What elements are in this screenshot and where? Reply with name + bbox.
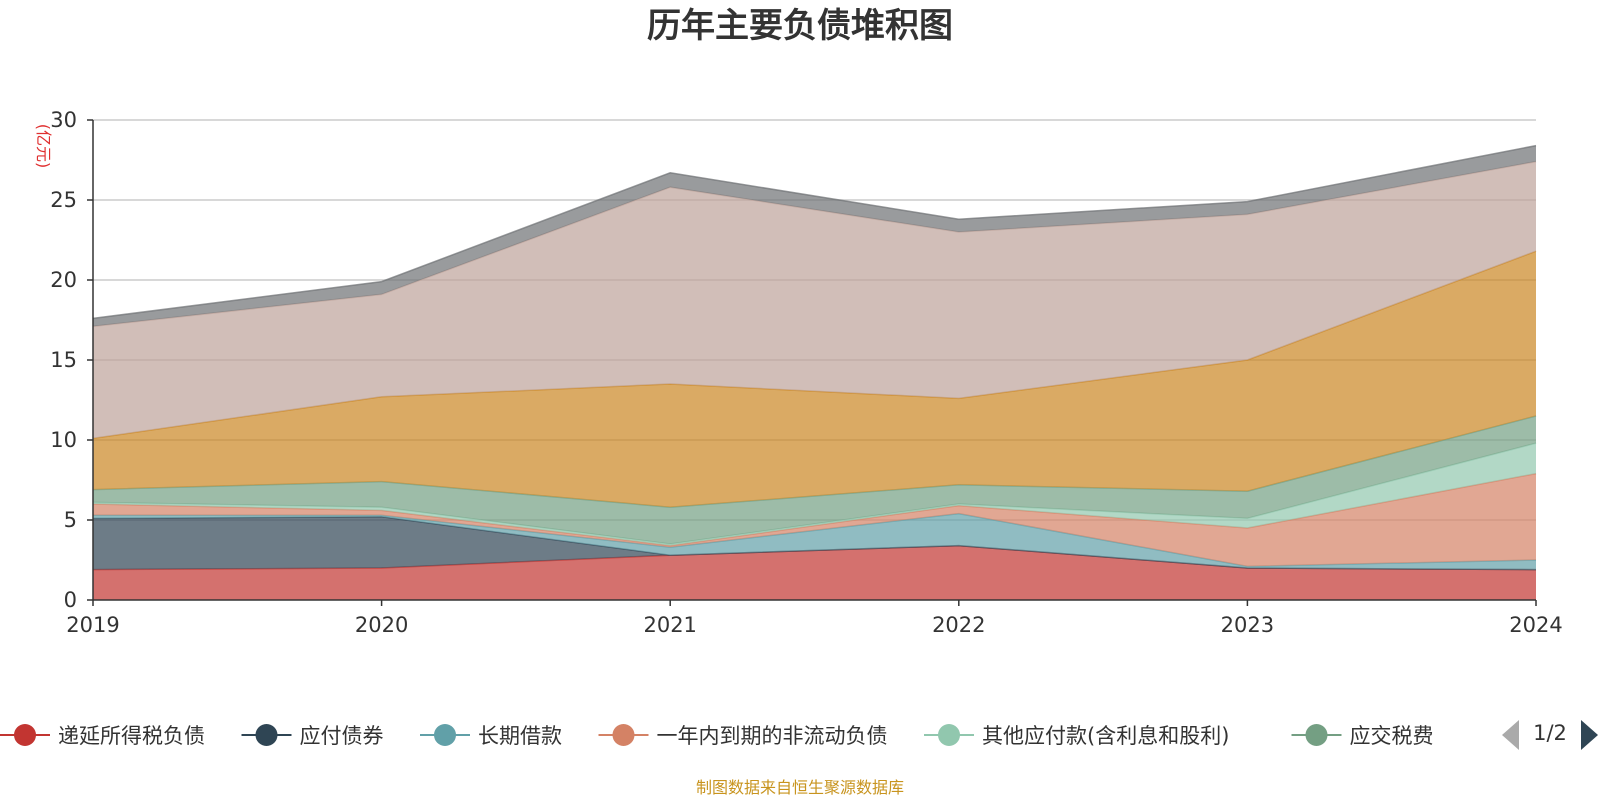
y-tick-label: 25 bbox=[50, 188, 77, 212]
legend-label: 应付债券 bbox=[300, 724, 384, 748]
legend-marker-icon bbox=[938, 724, 960, 746]
x-tick-label: 2019 bbox=[66, 613, 119, 637]
legend-item[interactable]: 长期借款 bbox=[420, 724, 562, 748]
legend-item[interactable]: 递延所得税负债 bbox=[0, 724, 205, 748]
y-axis-unit: (亿元) bbox=[34, 124, 53, 169]
legend-marker-icon bbox=[14, 724, 36, 746]
legend-marker-icon bbox=[255, 724, 278, 746]
area-series-6[interactable] bbox=[93, 416, 1536, 544]
area-series-2[interactable] bbox=[93, 516, 1536, 570]
y-tick-label: 20 bbox=[50, 268, 77, 292]
x-tick-label: 2022 bbox=[932, 613, 985, 637]
legend-page-indicator: 1/2 bbox=[1533, 721, 1567, 745]
series-line-8 bbox=[92, 160, 1537, 328]
legend-label: 递延所得税负债 bbox=[58, 724, 205, 748]
legend-marker-icon bbox=[612, 724, 635, 746]
chart-title: 历年主要负债堆积图 bbox=[647, 6, 953, 46]
x-tick-label: 2024 bbox=[1509, 613, 1562, 637]
x-tick-label: 2020 bbox=[355, 613, 408, 637]
legend-label: 长期借款 bbox=[478, 724, 562, 748]
legend-item[interactable]: 其他应付款(含利息和股利) bbox=[924, 724, 1229, 748]
legend-pager: 1/2 bbox=[1502, 720, 1598, 750]
area-series-9[interactable] bbox=[93, 145, 1536, 327]
legend-item[interactable]: 应交税费 bbox=[1291, 724, 1434, 748]
area-series-4[interactable] bbox=[93, 473, 1536, 567]
prev-page-icon[interactable] bbox=[1502, 720, 1519, 750]
y-tick-label: 15 bbox=[50, 348, 77, 372]
y-tick-label: 30 bbox=[50, 108, 77, 132]
x-tick-label: 2021 bbox=[643, 613, 696, 637]
y-tick-label: 0 bbox=[64, 588, 77, 612]
legend-marker-icon bbox=[1305, 724, 1328, 746]
area-series-7[interactable] bbox=[93, 251, 1536, 508]
series-line-9 bbox=[92, 144, 1537, 320]
y-tick-label: 5 bbox=[64, 508, 77, 532]
legend-item[interactable]: 应付债券 bbox=[241, 724, 384, 748]
data-source-note: 制图数据来自恒生聚源数据库 bbox=[696, 778, 904, 797]
area-series-1[interactable] bbox=[93, 545, 1536, 600]
area-series-5[interactable] bbox=[93, 443, 1536, 546]
x-tick-label: 2023 bbox=[1221, 613, 1274, 637]
legend-marker-icon bbox=[434, 724, 456, 746]
area-series-8[interactable] bbox=[93, 161, 1536, 439]
area-series-3[interactable] bbox=[93, 513, 1536, 570]
legend-label: 一年内到期的非流动负债 bbox=[657, 724, 888, 748]
legend-label: 其他应付款(含利息和股利) bbox=[982, 724, 1229, 748]
legend-item[interactable]: 一年内到期的非流动负债 bbox=[598, 724, 888, 748]
next-page-icon[interactable] bbox=[1581, 720, 1598, 750]
legend-label: 应交税费 bbox=[1350, 724, 1434, 748]
y-tick-label: 10 bbox=[50, 428, 77, 452]
